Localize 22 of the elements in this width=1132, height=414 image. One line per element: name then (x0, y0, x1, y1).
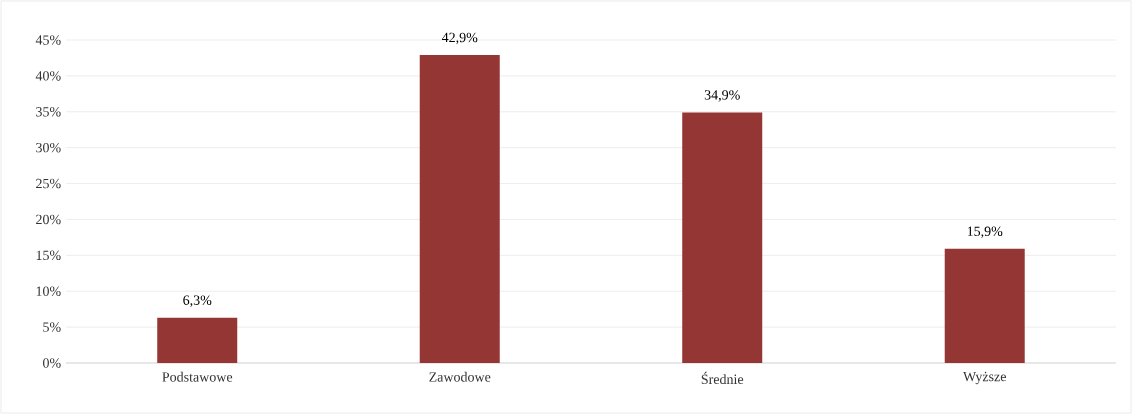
data-label: 15,9% (967, 226, 1003, 239)
y-tick-label: 15% (36, 250, 61, 261)
y-tick-label: 0% (43, 358, 61, 368)
bar (682, 112, 763, 363)
y-tick-label: 20% (36, 214, 61, 225)
y-tick-label: 30% (36, 142, 61, 153)
y-tick-label: 25% (36, 178, 61, 189)
x-tick-label: Podstawowe (162, 371, 233, 382)
y-tick-label: 35% (36, 107, 61, 117)
bar (157, 317, 238, 363)
bar (419, 55, 500, 363)
y-tick-label: 45% (35, 35, 61, 45)
y-tick-label: 10% (36, 286, 61, 296)
data-label: 34,9% (704, 90, 740, 102)
x-tick-label: Średnie (701, 371, 744, 385)
data-label: 42,9% (441, 32, 478, 45)
data-label: 6,3% (183, 295, 212, 307)
bar (944, 248, 1025, 363)
x-tick-label: Wyższe (963, 371, 1006, 385)
x-tick-label: Zawodowe (429, 371, 491, 382)
y-tick-label: 5% (43, 322, 61, 332)
y-tick-label: 40% (35, 71, 61, 81)
